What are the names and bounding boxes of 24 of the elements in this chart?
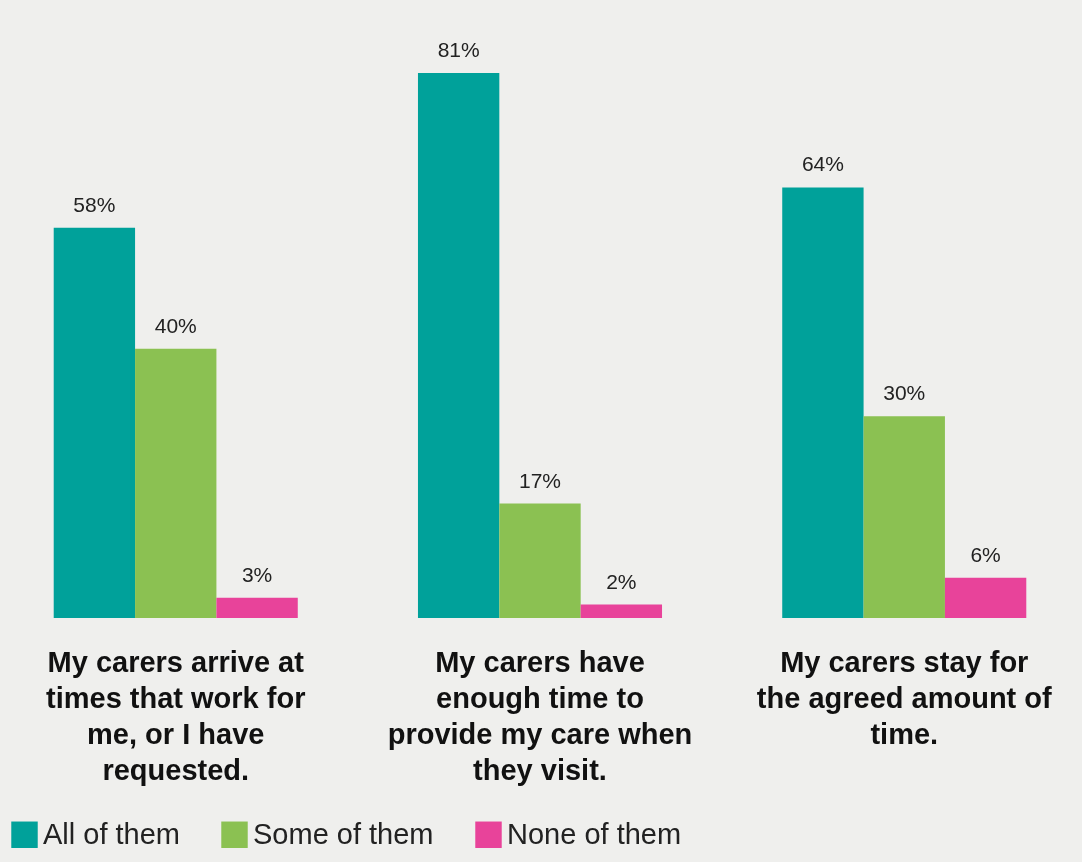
legend-label: All of them xyxy=(43,817,180,850)
data-label: 6% xyxy=(970,542,1001,566)
bar xyxy=(580,604,663,618)
x-tick-label: My carers stay for the agreed amount of time. xyxy=(756,645,1053,750)
data-label: 2% xyxy=(606,569,637,593)
data-label: 40% xyxy=(154,313,197,337)
bar xyxy=(53,227,136,618)
data-label: 17% xyxy=(518,468,562,492)
bar xyxy=(417,73,500,618)
data-label: 30% xyxy=(883,381,926,405)
bar xyxy=(216,597,298,618)
legend-label: None of them xyxy=(507,817,682,850)
x-tick-label: My carers have enough time to provide my care when they visit. xyxy=(387,645,693,786)
bar xyxy=(863,416,945,618)
x-tick-label: My carers arrive at times that work for me, or I have requested. xyxy=(46,645,306,786)
data-label: 58% xyxy=(73,192,116,216)
data-label: 3% xyxy=(241,562,273,586)
bar xyxy=(499,503,581,618)
data-label: 81% xyxy=(437,38,480,61)
legend-label: Some of them xyxy=(253,817,434,850)
bar xyxy=(782,187,864,618)
bar xyxy=(135,348,217,618)
data-label: 64% xyxy=(801,152,844,176)
bar xyxy=(944,577,1027,618)
